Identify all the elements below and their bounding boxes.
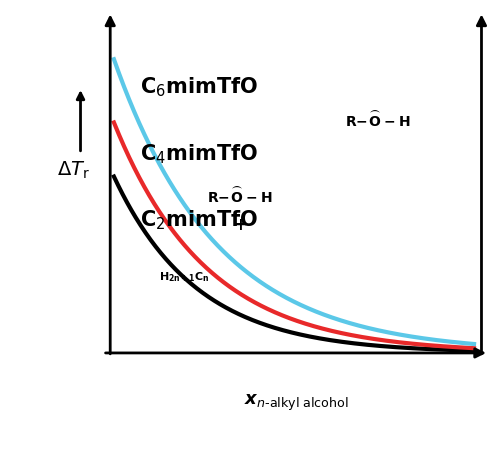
Text: $\mathbf{+}$: $\mathbf{+}$	[233, 216, 247, 234]
Text: R$\mathbf{-\overset{\frown}{O}-}$H: R$\mathbf{-\overset{\frown}{O}-}$H	[345, 109, 410, 130]
Text: C$_2$mimTfO: C$_2$mimTfO	[140, 209, 258, 232]
Text: $\Delta T_{\mathrm{r}}$: $\Delta T_{\mathrm{r}}$	[56, 159, 90, 181]
Text: $\mathbf{H_{2n+1}C_n}$: $\mathbf{H_{2n+1}C_n}$	[159, 270, 210, 284]
Text: C$_4$mimTfO: C$_4$mimTfO	[140, 142, 258, 166]
Text: C$_6$mimTfO: C$_6$mimTfO	[140, 76, 258, 99]
Text: $\boldsymbol{x}_{n\text{-alkyl alcohol}}$: $\boldsymbol{x}_{n\text{-alkyl alcohol}}…	[244, 393, 348, 413]
Text: R$\mathbf{-\overset{\frown}{O}-}$H: R$\mathbf{-\overset{\frown}{O}-}$H	[208, 186, 273, 206]
